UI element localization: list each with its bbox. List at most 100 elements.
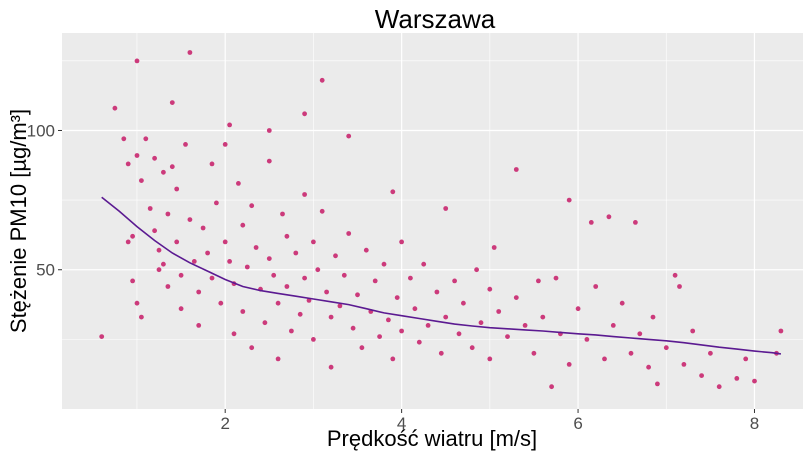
data-point xyxy=(372,278,378,284)
data-point xyxy=(275,300,281,306)
minor-gridlines xyxy=(62,33,803,409)
data-point xyxy=(337,303,343,309)
data-point xyxy=(218,300,224,306)
x-axis-ticks: 2 4 6 8 xyxy=(220,409,759,433)
data-point xyxy=(125,239,131,245)
data-point xyxy=(487,286,493,292)
data-point xyxy=(637,331,643,337)
data-point xyxy=(412,306,418,312)
data-point xyxy=(315,267,321,273)
data-point xyxy=(253,245,259,250)
data-point xyxy=(284,233,290,239)
data-point xyxy=(628,350,634,356)
data-point xyxy=(390,189,396,195)
data-point xyxy=(143,136,149,142)
data-point xyxy=(205,250,211,256)
data-point xyxy=(655,381,660,387)
data-point xyxy=(381,261,387,267)
data-point xyxy=(196,289,202,295)
data-point xyxy=(663,345,669,351)
y-axis-label: Stężenie PM10 [µg/m³] xyxy=(6,109,31,333)
data-point xyxy=(650,314,656,320)
data-point xyxy=(200,225,206,231)
data-point xyxy=(227,122,233,128)
data-point xyxy=(227,259,233,264)
data-point xyxy=(134,300,140,306)
data-point xyxy=(244,264,250,270)
data-point xyxy=(130,278,136,284)
data-point xyxy=(606,214,612,220)
data-point xyxy=(297,311,303,317)
data-point xyxy=(593,284,599,289)
data-point xyxy=(284,284,290,289)
x-tick-label: 4 xyxy=(397,414,406,433)
chart-title: Warszawa xyxy=(375,4,496,34)
x-tick-label: 2 xyxy=(220,414,229,433)
data-point xyxy=(690,328,696,334)
data-point xyxy=(165,211,171,217)
data-point xyxy=(575,306,581,312)
data-point xyxy=(161,169,166,175)
data-point xyxy=(130,233,136,239)
data-point xyxy=(302,111,307,117)
data-point xyxy=(134,153,140,158)
data-point xyxy=(734,376,740,381)
data-point xyxy=(425,323,431,328)
data-point xyxy=(121,136,127,142)
data-point xyxy=(363,247,369,253)
data-point xyxy=(487,356,493,362)
data-point xyxy=(386,317,391,323)
data-point xyxy=(156,267,162,273)
data-point xyxy=(324,289,329,295)
data-points xyxy=(99,50,784,390)
data-point xyxy=(456,331,462,337)
data-point xyxy=(311,239,316,245)
data-point xyxy=(156,247,162,253)
data-point xyxy=(584,337,590,342)
data-point xyxy=(377,334,382,339)
data-point xyxy=(222,239,228,245)
data-point xyxy=(191,259,197,264)
data-point xyxy=(536,278,541,284)
data-point xyxy=(99,334,105,339)
data-point xyxy=(302,192,307,197)
data-point xyxy=(399,239,404,245)
data-point xyxy=(531,350,537,356)
data-point xyxy=(394,295,400,300)
y-tick-label: 50 xyxy=(36,261,55,280)
data-point xyxy=(209,161,215,167)
data-point xyxy=(540,314,546,320)
data-point xyxy=(222,142,228,147)
data-point xyxy=(443,206,449,211)
y-axis-ticks: 50 100 xyxy=(27,121,62,280)
data-point xyxy=(266,128,272,133)
data-point xyxy=(214,200,219,206)
data-point xyxy=(139,178,144,184)
data-point xyxy=(522,323,528,328)
data-point xyxy=(178,272,184,278)
data-point xyxy=(266,158,272,164)
data-point xyxy=(491,245,497,250)
data-point xyxy=(169,164,175,170)
data-point xyxy=(708,350,713,356)
data-point xyxy=(183,142,188,147)
data-point xyxy=(681,362,687,367)
data-point xyxy=(311,337,316,342)
data-point xyxy=(333,253,338,259)
data-point xyxy=(588,220,594,225)
data-point xyxy=(416,339,422,345)
data-point xyxy=(134,58,140,64)
data-point xyxy=(187,50,193,55)
data-point xyxy=(346,231,352,236)
data-point xyxy=(152,155,158,161)
data-point xyxy=(633,220,638,225)
data-point xyxy=(619,300,625,306)
data-point xyxy=(346,133,352,139)
data-point xyxy=(549,384,554,390)
x-tick-label: 6 xyxy=(573,414,582,433)
data-point xyxy=(152,228,158,234)
data-point xyxy=(408,275,413,281)
data-point xyxy=(271,272,277,278)
data-point xyxy=(139,314,144,320)
